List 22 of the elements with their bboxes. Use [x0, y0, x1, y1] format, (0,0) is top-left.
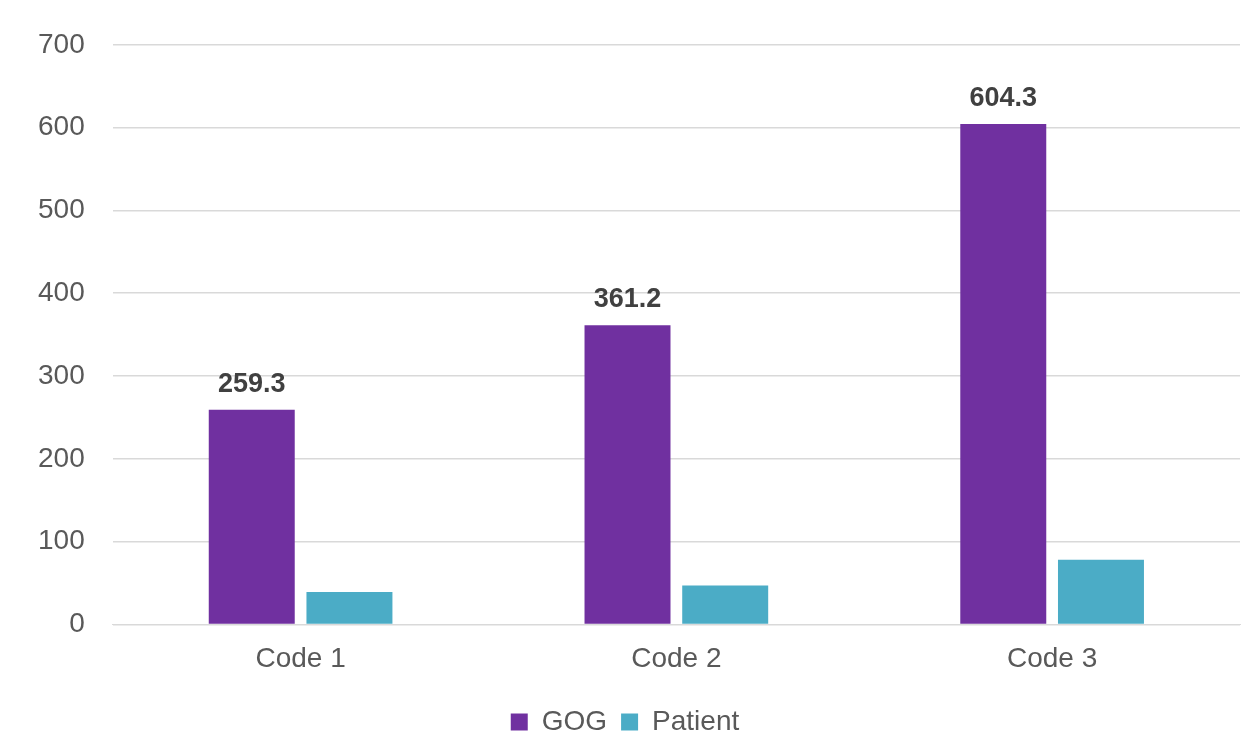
y-tick-label: 200	[38, 441, 85, 473]
data-label: 259.3	[217, 367, 286, 398]
bar	[208, 409, 295, 624]
y-tick-label: 0	[69, 607, 85, 639]
bar	[960, 124, 1047, 624]
x-tick-label: Code 3	[1006, 641, 1098, 673]
x-tick-label: Code 2	[631, 641, 722, 673]
y-tick-label: 400	[38, 275, 85, 307]
y-tick-label: 600	[38, 110, 85, 142]
bar	[584, 325, 671, 624]
y-tick-label: 700	[38, 27, 85, 59]
legend-label: Patient	[652, 704, 740, 736]
y-tick-label: 500	[38, 193, 85, 225]
bar	[682, 585, 769, 624]
y-tick-label: 300	[38, 358, 85, 390]
y-tick-label: 100	[38, 524, 85, 556]
legend-label: GOG	[541, 704, 608, 736]
data-label: 361.2	[593, 283, 662, 314]
data-label: 604.3	[969, 81, 1038, 112]
bar	[1057, 559, 1144, 624]
x-tick-label: Code 1	[255, 641, 346, 673]
bar	[306, 592, 393, 624]
